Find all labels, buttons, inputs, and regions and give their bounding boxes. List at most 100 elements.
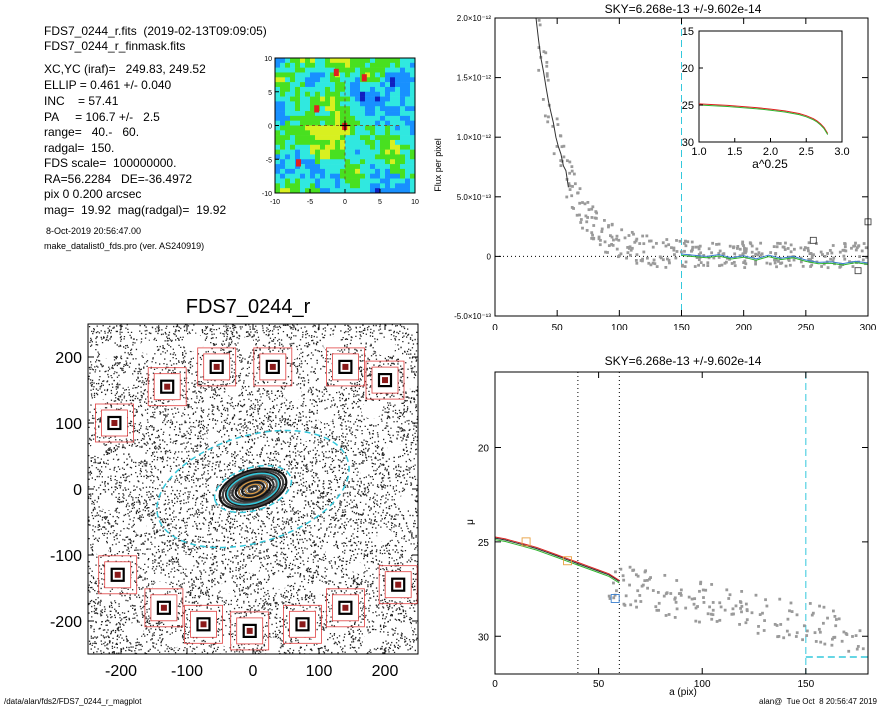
galaxy-mask-hole — [238, 337, 255, 351]
sky-scatter-point — [699, 251, 703, 255]
heatmap-cell — [345, 135, 351, 141]
heatmap-cell — [315, 168, 321, 175]
heatmap-cell — [385, 91, 391, 97]
mu-scatter-point — [694, 619, 698, 623]
sky-scatter-point — [843, 257, 847, 261]
heatmap-cell — [360, 115, 366, 121]
mu-scatter-point — [795, 631, 799, 635]
heatmap-cell — [340, 82, 346, 88]
heatmap-cell — [390, 144, 396, 150]
sky-scatter-point — [565, 195, 569, 199]
heatmap-cell — [295, 125, 301, 131]
sky-scatter-point — [628, 253, 632, 257]
heatmap-cell — [355, 91, 361, 97]
heatmap-cell — [340, 106, 346, 112]
heatmap-cell — [390, 130, 396, 136]
heatmap-cell — [370, 178, 376, 184]
heatmap-cell — [340, 62, 346, 68]
heatmap-cell — [295, 67, 301, 73]
mu-scatter-point — [657, 608, 661, 612]
sky-scatter-point — [750, 250, 754, 254]
heatmap-cell — [360, 178, 366, 184]
heatmap-cell — [320, 106, 326, 112]
heatmap-cell — [290, 188, 296, 194]
sky-scatter-point — [600, 227, 604, 231]
heatmap-cell — [310, 154, 316, 160]
sky-profile-line — [535, 17, 569, 188]
heatmap-cell — [410, 173, 416, 179]
heatmap-cell — [340, 111, 346, 117]
heatmap-cell — [285, 178, 291, 184]
sky-xtick-label: 100 — [611, 323, 628, 330]
heatmap-cell — [335, 178, 341, 184]
heatmap-cell — [310, 120, 316, 126]
heatmap-cell — [295, 86, 301, 93]
sky-scatter-point — [665, 257, 669, 261]
heatmap-cell — [285, 188, 291, 194]
galaxy-ytick-label: -200 — [50, 614, 82, 631]
galaxy-mask-hole — [317, 409, 334, 424]
heatmap-cell — [340, 188, 346, 194]
heatmap-cell — [410, 135, 416, 141]
heatmap-cell — [390, 149, 396, 155]
heatmap-cell — [320, 154, 326, 160]
heatmap-cell — [300, 188, 306, 194]
sky-scatter-point — [679, 250, 683, 254]
mu-scatter-point — [833, 614, 837, 618]
heatmap-cell — [385, 120, 391, 126]
heatmap-cell — [305, 188, 311, 194]
heatmap-cell — [280, 159, 286, 165]
heatmap-cell — [275, 91, 281, 97]
heatmap-cell — [380, 149, 386, 155]
sky-scatter-point — [799, 246, 803, 250]
info-mag: mag= 19.92 mag(radgal)= 19.92 — [44, 203, 227, 217]
sky-scatter-point — [570, 165, 574, 169]
sky-scatter-point — [678, 239, 682, 243]
sky-scatter-point — [749, 242, 753, 246]
heatmap-cell — [400, 168, 406, 175]
sky-scatter-point — [537, 18, 541, 22]
heatmap-cell — [375, 67, 381, 73]
heatmap-cell — [290, 130, 296, 136]
mu-scatter-point — [744, 602, 748, 606]
mu-scatter-point — [822, 605, 826, 609]
sky-scatter-point — [697, 253, 701, 256]
sky-scatter-point — [830, 251, 834, 255]
mu-scatter-point — [782, 636, 786, 640]
sky-profile-chart: SKY=6.268e-13 +/-9.602e-14 Flux per pixe… — [433, 2, 877, 330]
mu-scatter-point — [622, 578, 626, 582]
info-radec: RA=56.2284 DE=-36.4972 — [44, 172, 193, 186]
inset-yticks: 15 20 25 30 — [682, 26, 703, 149]
sky-scatter-point — [699, 261, 703, 265]
sky-scatter-point — [842, 248, 846, 252]
heatmap-cell — [365, 149, 371, 155]
galaxy-mask-hole — [119, 373, 136, 387]
sky-scatter-point — [558, 134, 562, 138]
heatmap-cell — [290, 159, 296, 165]
mu-scatter-point — [651, 589, 655, 592]
heatmap-cell — [305, 178, 311, 184]
heatmap-cell — [330, 173, 336, 179]
heatmap-cell — [380, 164, 386, 170]
heatmap-cell — [375, 159, 381, 165]
heatmap-xtick-label: -5 — [307, 199, 313, 206]
heatmap-cell — [290, 82, 296, 88]
heatmap-cell — [275, 159, 281, 165]
sky-scatter-point — [579, 221, 583, 224]
galaxy-mask-hole — [283, 385, 302, 402]
sky-scatter-point — [555, 117, 559, 121]
sky-scatter-point — [573, 182, 577, 186]
mu-scatter-point — [858, 629, 862, 633]
heatmap-cell — [370, 149, 376, 155]
heatmap-cell — [400, 173, 406, 179]
heatmap-cell — [405, 178, 411, 184]
heatmap-cell — [280, 67, 286, 73]
sky-scatter-point — [711, 241, 715, 245]
heatmap-cell — [350, 178, 356, 184]
heatmap-cell — [325, 111, 331, 117]
heatmap-cell — [330, 58, 336, 64]
sky-scatter-point — [634, 239, 638, 243]
sky-scatter-point — [862, 242, 866, 245]
sky-scatter-point — [684, 244, 688, 248]
heatmap-cell — [395, 178, 401, 184]
